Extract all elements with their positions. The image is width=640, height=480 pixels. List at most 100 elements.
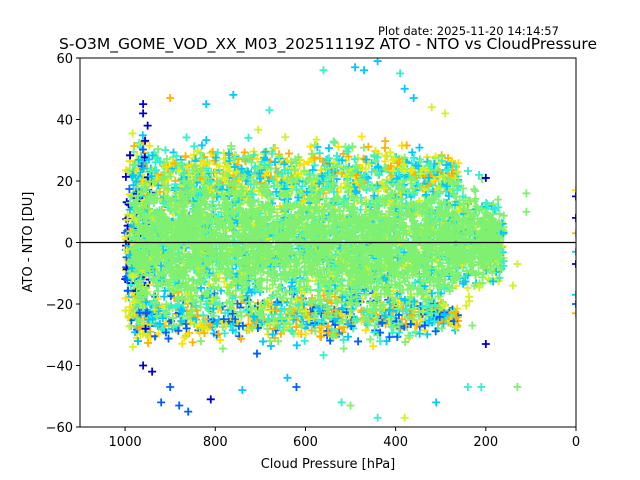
data-point: [409, 153, 418, 162]
data-point: [371, 146, 380, 155]
data-point: [317, 332, 326, 341]
data-point: [237, 164, 246, 173]
data-point: [393, 332, 402, 341]
data-point: [385, 333, 394, 342]
data-point: [388, 155, 397, 164]
data-point: [334, 142, 343, 151]
data-point: [273, 167, 282, 176]
data-point: [292, 159, 301, 168]
data-point: [188, 338, 197, 347]
data-point: [453, 167, 462, 176]
data-point: [319, 351, 328, 360]
data-point: [297, 169, 306, 178]
data-point: [145, 141, 154, 150]
data-point: [339, 335, 348, 344]
data-point: [253, 154, 262, 163]
data-point: [318, 171, 327, 180]
data-point: [274, 337, 283, 346]
data-point: [182, 133, 191, 142]
data-point: [261, 147, 270, 156]
data-point: [140, 137, 149, 146]
data-point: [440, 171, 449, 180]
data-point: [388, 328, 397, 337]
data-point: [221, 309, 230, 318]
data-point: [361, 326, 370, 335]
data-point: [177, 317, 186, 326]
data-point: [240, 148, 249, 157]
data-point: [259, 337, 268, 346]
data-point: [369, 342, 378, 351]
data-point: [284, 149, 293, 158]
data-point: [338, 156, 347, 165]
data-point: [442, 182, 451, 191]
data-point: [224, 181, 233, 190]
data-point: [344, 332, 353, 341]
data-point: [381, 151, 390, 160]
data-point: [144, 338, 153, 347]
data-point: [437, 324, 446, 333]
data-point: [323, 154, 332, 163]
data-point: [371, 157, 380, 166]
data-point: [310, 141, 319, 150]
data-point: [148, 151, 157, 160]
data-point: [373, 153, 382, 162]
data-point: [381, 137, 390, 146]
data-point: [244, 152, 253, 161]
data-point: [429, 176, 438, 185]
data-point: [404, 331, 413, 340]
data-point: [281, 133, 290, 142]
data-point: [406, 175, 415, 184]
data-point: [362, 155, 371, 164]
data-point: [351, 187, 360, 196]
data-point: [325, 159, 334, 168]
data-point: [146, 327, 155, 336]
data-point: [288, 327, 297, 336]
data-point: [390, 154, 399, 163]
data-point: [341, 142, 350, 151]
data-point: [162, 155, 171, 164]
data-point: [380, 163, 389, 172]
data-point: [134, 155, 143, 164]
data-point: [317, 166, 326, 175]
data-point: [197, 141, 206, 150]
data-point: [218, 344, 227, 353]
data-point: [190, 142, 199, 151]
data-point: [213, 148, 222, 157]
data-point: [444, 154, 453, 163]
data-point: [219, 169, 228, 178]
data-point: [260, 161, 269, 170]
data-point: [197, 156, 206, 165]
data-point: [155, 157, 164, 166]
data-point: [211, 153, 220, 162]
data-point: [178, 339, 187, 348]
data-point: [431, 166, 440, 175]
data-point: [304, 157, 313, 166]
data-point: [322, 194, 331, 203]
data-point: [306, 142, 315, 151]
data-point: [251, 162, 260, 171]
data-point: [454, 159, 463, 168]
data-point: [222, 321, 231, 330]
data-point: [179, 169, 188, 178]
data-point: [470, 185, 479, 194]
data-point: [412, 321, 421, 330]
data-point: [247, 158, 256, 167]
data-point: [196, 337, 205, 346]
data-point: [202, 136, 211, 145]
data-point: [319, 157, 328, 166]
data-point: [424, 161, 433, 170]
data-point: [364, 142, 373, 151]
data-point: [354, 337, 363, 346]
data-point: [265, 336, 274, 345]
data-point: [125, 185, 134, 194]
data-point: [312, 135, 321, 144]
data-point: [421, 166, 430, 175]
data-point: [329, 137, 338, 146]
data-point: [300, 336, 309, 345]
scatter-points: [121, 58, 576, 422]
chart-title: S-O3M_GOME_VOD_XX_M03_20251119Z ATO - NT…: [59, 35, 597, 54]
data-point: [408, 148, 417, 157]
data-point: [271, 158, 280, 167]
data-point: [425, 159, 434, 168]
